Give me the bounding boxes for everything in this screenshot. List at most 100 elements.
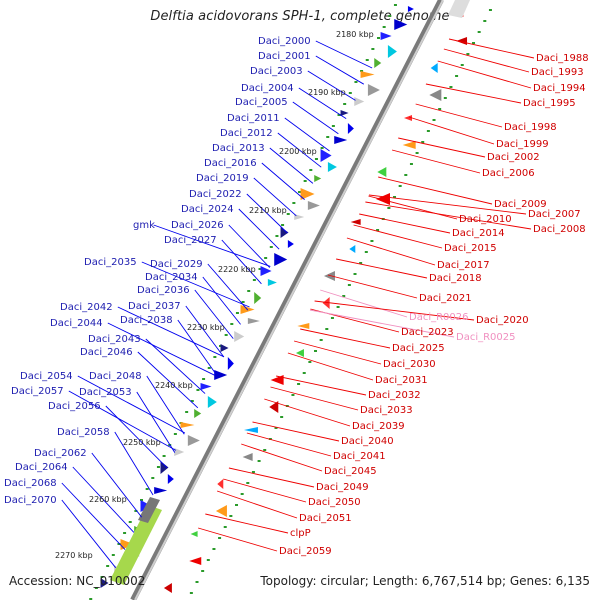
tick-dot bbox=[123, 532, 127, 534]
leader-line-left bbox=[141, 261, 250, 308]
reverse-gene bbox=[190, 531, 198, 537]
gene-label-left: Daci_2048 bbox=[89, 371, 142, 382]
reverse-gene bbox=[377, 167, 387, 177]
gene-label-left: Daci_2056 bbox=[48, 401, 101, 412]
tick-dot bbox=[360, 70, 364, 72]
tick-dot bbox=[354, 81, 358, 83]
gene-label-left: Daci_2012 bbox=[220, 128, 273, 139]
leader-line-right bbox=[309, 309, 455, 338]
tick-dot bbox=[302, 372, 306, 374]
forward-gene bbox=[374, 58, 382, 68]
leader-line-left bbox=[307, 70, 356, 101]
leader-line-right bbox=[300, 328, 391, 349]
tick-dot bbox=[218, 537, 222, 539]
tick-dot bbox=[330, 317, 334, 319]
leader-line-right bbox=[443, 48, 530, 73]
tick-dot bbox=[460, 64, 464, 66]
tick-dot bbox=[257, 460, 261, 462]
tick-dot bbox=[275, 235, 279, 237]
leader-line-left bbox=[61, 499, 117, 569]
tick-dot bbox=[291, 394, 295, 396]
leader-line-right bbox=[398, 137, 486, 158]
tick-dot bbox=[342, 295, 346, 297]
leader-line-right bbox=[346, 237, 436, 266]
tick-dot bbox=[274, 427, 278, 429]
leader-line-right bbox=[228, 467, 315, 488]
gene-label-right: Daci_1998 bbox=[504, 122, 557, 133]
leader-line-right bbox=[246, 432, 332, 457]
gene-label-right: Daci_2010 bbox=[459, 214, 512, 225]
tick-dot bbox=[246, 482, 250, 484]
tick-dot bbox=[241, 301, 245, 303]
forward-gene bbox=[220, 344, 229, 352]
gene-label-right: Daci_1999 bbox=[496, 139, 549, 150]
tick-dot bbox=[269, 246, 273, 248]
leader-line-right bbox=[314, 300, 475, 321]
gene-label-right: Daci_2017 bbox=[437, 260, 490, 271]
leader-line-left bbox=[177, 319, 216, 374]
kbp-label: 2230 kbp bbox=[187, 323, 225, 332]
leader-line-right bbox=[264, 398, 351, 427]
tick-dot bbox=[432, 119, 436, 121]
gene-label-left: Daci_2029 bbox=[150, 259, 203, 270]
gene-label-right: Daci_2030 bbox=[383, 359, 436, 370]
forward-gene bbox=[387, 45, 397, 58]
forward-gene bbox=[320, 149, 332, 162]
kbp-label: 2200 kbp bbox=[279, 147, 317, 156]
leader-line-right bbox=[391, 149, 481, 174]
leader-line-left bbox=[107, 322, 215, 376]
forward-gene bbox=[300, 188, 315, 200]
tick-dot bbox=[196, 389, 200, 391]
tick-dot bbox=[247, 290, 251, 292]
gene-label-left: Daci_2064 bbox=[15, 462, 68, 473]
tick-dot bbox=[483, 20, 487, 22]
leader-line-left bbox=[72, 466, 135, 533]
gene-label-left: Daci_2026 bbox=[171, 220, 224, 231]
tick-dot bbox=[326, 136, 330, 138]
forward-gene bbox=[287, 240, 294, 248]
gene-label-left: Daci_2011 bbox=[227, 113, 280, 124]
reverse-gene bbox=[323, 271, 335, 281]
tick-dot bbox=[308, 361, 312, 363]
tick-dot bbox=[235, 504, 239, 506]
tick-dot bbox=[398, 185, 402, 187]
gene-label-right: Daci_2051 bbox=[299, 513, 352, 524]
tick-dot bbox=[286, 213, 290, 215]
gene-label-left: Daci_2036 bbox=[137, 285, 190, 296]
kbp-label: 2260 kbp bbox=[89, 495, 127, 504]
tick-dot bbox=[477, 31, 481, 33]
reverse-gene bbox=[242, 453, 253, 461]
tick-dot bbox=[331, 125, 335, 127]
tick-dot bbox=[202, 378, 206, 380]
gene-label-left: Daci_2044 bbox=[50, 318, 103, 329]
leader-line-left bbox=[298, 87, 347, 119]
tick-dot bbox=[348, 92, 352, 94]
gene-label-left: Daci_2042 bbox=[60, 302, 113, 313]
forward-gene bbox=[267, 279, 277, 286]
tick-dot bbox=[206, 559, 210, 561]
tick-dot bbox=[415, 152, 419, 154]
gene-label-left: Daci_2046 bbox=[80, 347, 133, 358]
right-gene-labels: Daci_1988 Daci_1993 Daci_1994 Daci_1995 Daci… bbox=[279, 53, 589, 557]
tick-dot bbox=[224, 334, 228, 336]
tick-dot bbox=[280, 416, 284, 418]
tick-dot bbox=[319, 339, 323, 341]
leader-line-right bbox=[448, 38, 535, 59]
tick-dot bbox=[134, 510, 138, 512]
tick-dot bbox=[94, 587, 98, 589]
tick-dot bbox=[117, 543, 121, 545]
gene-label-left: Daci_2043 bbox=[88, 334, 141, 345]
reverse-gene bbox=[375, 193, 390, 205]
leader-line-right bbox=[223, 478, 307, 503]
tick-dot bbox=[156, 466, 160, 468]
leader-line-right bbox=[241, 443, 323, 472]
tick-dot bbox=[377, 37, 381, 39]
gene-label-right: Daci_2041 bbox=[333, 451, 386, 462]
gene-label-right: Daci_2002 bbox=[487, 152, 540, 163]
reverse-gene bbox=[270, 375, 284, 385]
gene-label-right: Daci_2039 bbox=[352, 421, 405, 432]
gene-label-right: Daci_2059 bbox=[279, 546, 332, 557]
kbp-label: 2220 kbp bbox=[218, 265, 256, 274]
leader-line-left bbox=[246, 193, 288, 234]
gene-label-right: Daci_2025 bbox=[392, 343, 445, 354]
